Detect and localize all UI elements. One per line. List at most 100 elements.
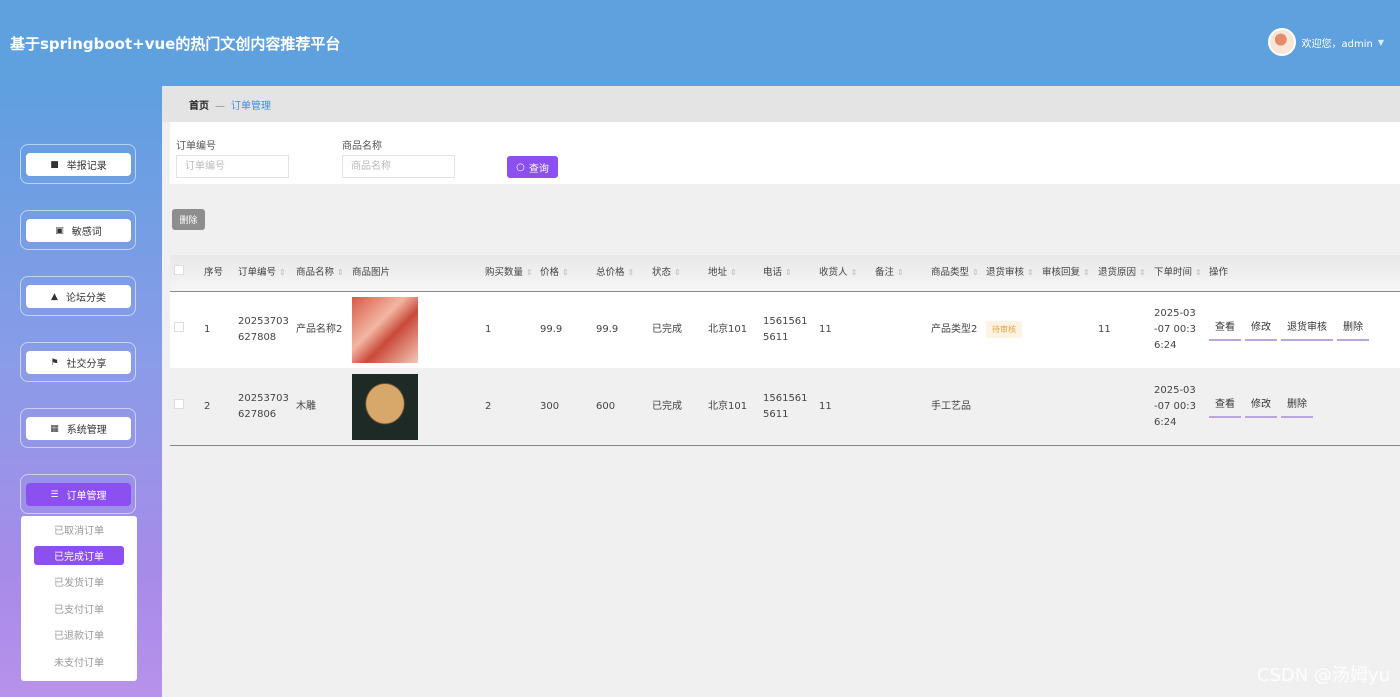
action-link[interactable]: 删除 — [1281, 397, 1313, 418]
sidebar-button[interactable]: ▣ 敏感词 — [26, 219, 131, 242]
sidebar-item-4[interactable]: ▦ 系统管理 — [20, 408, 136, 448]
table-cell: 300 — [536, 399, 592, 415]
delete-button[interactable]: 删除 — [172, 209, 205, 230]
row-checkbox[interactable] — [174, 399, 184, 409]
column-header[interactable]: 订单编号 ⇕ — [238, 267, 286, 278]
sidebar-button[interactable]: ⚑ 社交分享 — [26, 351, 131, 374]
goods-name-input[interactable] — [342, 155, 455, 178]
column-header[interactable]: 下单时间 ⇕ — [1154, 267, 1202, 278]
cell-text: 木雕 — [296, 401, 316, 412]
submenu-item[interactable]: 已退款订单 — [21, 622, 137, 648]
caret-down-icon[interactable]: ▼ — [1377, 37, 1384, 47]
table-cell: 11 — [815, 322, 871, 338]
table-cell: 1 — [200, 322, 234, 338]
submenu-item[interactable]: 已完成订单 — [21, 542, 137, 568]
column-header[interactable]: 地址 ⇕ — [708, 267, 737, 278]
submenu-item[interactable]: 已取消订单 — [21, 516, 137, 542]
sidebar-item-5[interactable]: ☰ 订单管理 — [20, 474, 136, 514]
cell-text: 已完成 — [652, 324, 682, 335]
sidebar-item-label: 举报记录 — [66, 161, 107, 172]
column-header[interactable]: 审核回复 ⇕ — [1042, 267, 1090, 278]
action-link[interactable]: 修改 — [1245, 397, 1277, 418]
sidebar-button[interactable]: ■ 举报记录 — [26, 153, 131, 176]
sort-icon[interactable]: ⇕ — [526, 268, 533, 277]
action-link[interactable]: 退货审核 — [1281, 320, 1333, 341]
sort-icon[interactable]: ⇕ — [1083, 268, 1090, 277]
sort-icon[interactable]: ⇕ — [730, 268, 737, 277]
column-header[interactable]: 收货人 ⇕ — [819, 267, 858, 278]
breadcrumb-current: 订单管理 — [231, 101, 271, 112]
product-image[interactable] — [352, 297, 418, 363]
sidebar-item-0[interactable]: ■ 举报记录 — [20, 144, 136, 184]
submenu-label: 已完成订单 — [34, 546, 124, 566]
column-header[interactable]: 状态 ⇕ — [652, 267, 681, 278]
sort-icon[interactable]: ⇕ — [562, 268, 569, 277]
submenu-item[interactable]: 未支付订单 — [21, 648, 137, 674]
user-menu[interactable]: 欢迎您，admin ▼ — [1267, 28, 1384, 56]
search-icon: ○ — [516, 161, 525, 173]
avatar[interactable] — [1267, 28, 1296, 56]
sort-icon[interactable]: ⇕ — [897, 268, 904, 277]
submenu-item[interactable]: 已发货订单 — [21, 569, 137, 595]
column-header[interactable]: 价格 ⇕ — [540, 267, 569, 278]
cell-text: 2 — [204, 401, 211, 412]
table-cell: 15615615611 — [759, 314, 815, 346]
cell-text: 产品名称2 — [296, 324, 343, 335]
action-link[interactable]: 删除 — [1337, 320, 1369, 341]
sort-icon[interactable]: ⇕ — [1139, 268, 1146, 277]
column-header[interactable]: 退货审核 ⇕ — [986, 267, 1034, 278]
table-cell: 2025-03-07 00:36:24 — [1150, 306, 1205, 354]
sort-icon[interactable]: ⇕ — [785, 268, 792, 277]
column-header[interactable]: 电话 ⇕ — [763, 267, 792, 278]
product-image[interactable] — [352, 374, 418, 440]
actions-cell: 查看 修改 退货审核 删除 — [1205, 320, 1400, 341]
sort-icon[interactable]: ⇕ — [850, 268, 858, 277]
column-header[interactable]: 商品名称 ⇕ — [296, 267, 344, 278]
table-cell: 1 — [481, 322, 536, 338]
sidebar-item-1[interactable]: ▣ 敏感词 — [20, 210, 136, 250]
action-link[interactable]: 查看 — [1209, 320, 1241, 341]
sidebar-button[interactable]: ☰ 订单管理 — [26, 483, 131, 506]
sort-icon[interactable]: ⇕ — [674, 268, 681, 277]
query-button[interactable]: ○ 查询 — [507, 156, 558, 178]
comment-icon: ■ — [50, 159, 59, 170]
column-header[interactable]: 总价格 ⇕ — [596, 267, 635, 278]
sort-icon[interactable]: ⇕ — [1027, 268, 1034, 277]
sort-icon[interactable]: ⇕ — [1195, 268, 1202, 277]
sidebar-item-2[interactable]: ▲ 论坛分类 — [20, 276, 136, 316]
sort-icon[interactable]: ⇕ — [337, 268, 344, 277]
sort-icon[interactable]: ⇕ — [279, 268, 286, 277]
column-header[interactable]: 备注 ⇕ — [875, 267, 904, 278]
action-link[interactable]: 查看 — [1209, 397, 1241, 418]
table-cell: 木雕 — [292, 399, 348, 415]
order-no-input[interactable] — [176, 155, 289, 178]
cell-text: 2 — [485, 401, 492, 412]
cell-text: 20253703627806 — [238, 393, 289, 420]
action-link[interactable]: 修改 — [1245, 320, 1277, 341]
sidebar-item-3[interactable]: ⚑ 社交分享 — [20, 342, 136, 382]
row-checkbox[interactable] — [174, 322, 184, 332]
sort-icon[interactable]: ⇕ — [972, 268, 979, 277]
sort-icon[interactable]: ⇕ — [627, 268, 635, 277]
submenu-label: 已支付订单 — [54, 604, 104, 616]
app-title: 基于springboot+vue的热门文创内容推荐平台 — [10, 35, 341, 53]
table-cell: 11 — [1094, 322, 1150, 338]
table-cell — [348, 297, 481, 363]
orders-table: 序号 订单编号 ⇕ 商品名称 ⇕ 商品图片 购买数量 ⇕ 价格 ⇕ 总价格 ⇕ 状态 ⇕ 地址 ⇕ 电话 ⇕ 收货人… — [170, 255, 1400, 446]
cell-text: 11 — [1098, 324, 1111, 335]
column-header[interactable]: 退货原因 ⇕ — [1098, 267, 1146, 278]
welcome-text: 欢迎您，admin — [1301, 38, 1373, 50]
table-cell: 北京101 — [704, 399, 759, 415]
table-cell: 99.9 — [536, 322, 592, 338]
column-header[interactable]: 购买数量 ⇕ — [485, 267, 533, 278]
column-header[interactable]: 商品类型 ⇕ — [931, 267, 979, 278]
select-all-checkbox[interactable] — [174, 265, 184, 275]
submenu-item[interactable]: 已支付订单 — [21, 595, 137, 621]
sidebar-button[interactable]: ▦ 系统管理 — [26, 417, 131, 440]
cell-text: 99.9 — [540, 324, 563, 335]
cell-text: 99.9 — [596, 324, 619, 335]
sidebar-button[interactable]: ▲ 论坛分类 — [26, 285, 131, 308]
breadcrumb-home[interactable]: 首页 — [189, 101, 209, 112]
table-cell: 手工艺品 — [927, 399, 982, 415]
cell-text: 2025-03-07 00:36:24 — [1154, 308, 1196, 351]
